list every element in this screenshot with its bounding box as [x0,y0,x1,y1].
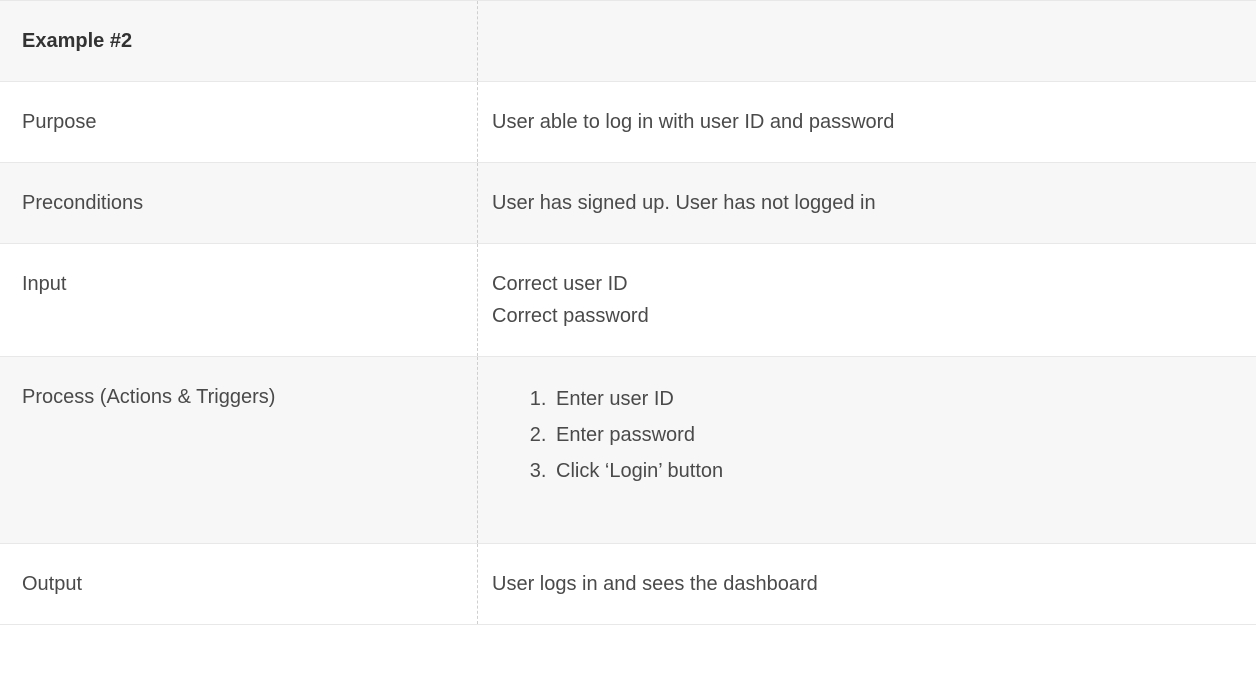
header-label-cell: Example #2 [0,1,478,81]
row-label-cell: Output [0,544,478,624]
row-label: Process (Actions & Triggers) [22,386,275,408]
process-step: Enter password [552,421,1236,449]
table-row: Process (Actions & Triggers) Enter user … [0,357,1256,544]
row-label-cell: Purpose [0,82,478,162]
table-header-row: Example #2 [0,0,1256,82]
process-step: Enter user ID [552,385,1236,413]
row-value: User has signed up. User has not logged … [492,192,876,214]
row-value-cell: User logs in and sees the dashboard [478,544,1256,624]
row-label-cell: Preconditions [0,163,478,243]
row-value-line: Correct password [492,302,1236,330]
row-value: User logs in and sees the dashboard [492,573,818,595]
table-row: Output User logs in and sees the dashboa… [0,544,1256,625]
row-value-cell: Enter user ID Enter password Click ‘Logi… [478,357,1256,543]
process-step: Click ‘Login’ button [552,457,1236,485]
process-steps-list: Enter user ID Enter password Click ‘Logi… [492,385,1236,485]
table-row: Purpose User able to log in with user ID… [0,82,1256,163]
row-label: Input [22,273,66,295]
row-label-cell: Process (Actions & Triggers) [0,357,478,543]
row-label: Purpose [22,111,97,133]
header-value-cell [478,1,1256,81]
row-value-cell: User able to log in with user ID and pas… [478,82,1256,162]
table-row: Input Correct user ID Correct password [0,244,1256,357]
row-label: Output [22,573,82,595]
row-label-cell: Input [0,244,478,356]
row-label: Preconditions [22,192,143,214]
row-value-cell: User has signed up. User has not logged … [478,163,1256,243]
row-value-cell: Correct user ID Correct password [478,244,1256,356]
row-value-line: Correct user ID [492,270,1236,298]
row-value: User able to log in with user ID and pas… [492,111,894,133]
table-row: Preconditions User has signed up. User h… [0,163,1256,244]
example-table: Example #2 Purpose User able to log in w… [0,0,1256,625]
header-label: Example #2 [22,30,132,52]
